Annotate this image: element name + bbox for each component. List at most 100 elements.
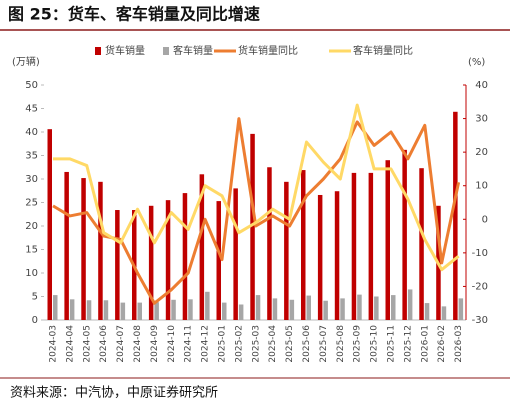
bar — [47, 129, 52, 320]
line — [52, 117, 461, 305]
x-tick-label: 2024-07 — [116, 325, 126, 363]
bar — [98, 181, 103, 320]
bar — [148, 205, 154, 320]
bar — [284, 181, 289, 320]
bar — [171, 299, 176, 320]
bar — [453, 111, 458, 320]
y-axis-label: (万辆) — [12, 55, 40, 68]
bar — [385, 160, 390, 320]
x-tick-label: 2024-10 — [167, 325, 177, 363]
legend-label: 货车销量同比 — [238, 44, 298, 57]
y-tick-label: 35 — [25, 151, 38, 162]
bar — [357, 294, 362, 320]
y-tick-label: 10 — [25, 268, 38, 279]
y2-tick-label: -20 — [472, 281, 488, 292]
x-tick-label: 2026-03 — [454, 325, 464, 363]
bar — [424, 303, 430, 320]
bar — [334, 191, 340, 320]
y2-tick-label: 40 — [475, 80, 488, 91]
legend-label: 客车销量同比 — [353, 44, 413, 57]
bar — [115, 210, 120, 320]
x-tick-label: 2026-02 — [437, 325, 447, 363]
bar — [86, 300, 92, 320]
bar — [306, 295, 311, 320]
source: 资料来源：中汽协，中原证券研究所 — [10, 385, 218, 401]
x-tick-label: 2025-12 — [403, 325, 413, 363]
bar — [222, 302, 227, 320]
x-tick-label: 2024-09 — [150, 325, 160, 363]
y2-tick-label: -30 — [472, 315, 488, 326]
bar — [81, 178, 86, 320]
legend-label: 客车销量 — [173, 44, 213, 57]
x-tick-label: 2024-05 — [82, 325, 92, 363]
bar — [419, 168, 424, 320]
y2-tick-label: 20 — [475, 147, 488, 158]
bar — [120, 302, 126, 320]
line — [53, 103, 460, 272]
bar — [301, 170, 306, 320]
bar — [233, 188, 238, 320]
x-tick-label: 2024-12 — [201, 325, 211, 363]
y-tick-label: 15 — [25, 245, 38, 256]
y-tick-label: 45 — [25, 104, 38, 115]
y-tick-label: 5 — [32, 292, 38, 303]
y-tick-label: 40 — [25, 127, 38, 138]
bar — [368, 172, 374, 320]
x-tick-label: 2025-03 — [251, 325, 261, 363]
bar — [458, 298, 464, 320]
x-tick-label: 2025-11 — [387, 325, 397, 363]
y2-tick-label: 10 — [475, 181, 488, 192]
x-tick-label: 2025-01 — [218, 325, 228, 363]
bar — [64, 171, 69, 320]
y-tick-label: 50 — [25, 80, 38, 91]
bar — [137, 302, 142, 320]
bar — [407, 289, 413, 320]
bar — [267, 167, 272, 320]
y-tick-label: 20 — [25, 221, 38, 232]
bar — [391, 295, 396, 320]
x-tick-label: 2024-08 — [133, 325, 143, 363]
legend-swatch — [163, 47, 169, 55]
x-tick-label: 2024-11 — [184, 325, 194, 363]
bar — [374, 296, 379, 320]
x-tick-label: 2025-10 — [370, 325, 380, 363]
bar — [238, 304, 244, 320]
bar — [182, 193, 188, 320]
x-tick-label: 2025-09 — [353, 325, 363, 363]
bar — [188, 299, 193, 320]
bar — [165, 200, 171, 320]
y2-tick-label: -10 — [472, 248, 488, 259]
y2-tick-label: 30 — [475, 114, 488, 125]
x-tick-label: 2025-08 — [336, 325, 346, 363]
x-tick-label: 2025-06 — [302, 325, 312, 363]
x-tick-label: 2024-06 — [99, 325, 109, 363]
y2-tick-label: 0 — [482, 214, 488, 225]
y2-axis-label: (%) — [468, 57, 485, 68]
bar — [351, 172, 357, 320]
x-tick-label: 2024-04 — [65, 325, 75, 363]
legend-swatch — [95, 47, 101, 55]
x-tick-label: 2025-02 — [234, 325, 244, 363]
bar — [250, 133, 255, 320]
x-tick-label: 2026-01 — [420, 325, 430, 363]
bar — [340, 298, 345, 320]
bar — [69, 299, 75, 320]
bar — [199, 174, 205, 320]
bar — [216, 201, 221, 320]
bar — [317, 194, 323, 320]
bar — [289, 299, 295, 320]
chart-title: 图 25：货车、客车销量及同比增速 — [8, 5, 260, 24]
bar — [441, 306, 447, 320]
bar — [255, 295, 261, 320]
y-tick-label: 30 — [25, 174, 38, 185]
bar — [103, 300, 109, 320]
x-tick-label: 2024-03 — [49, 325, 59, 363]
x-tick-label: 2025-04 — [268, 325, 278, 363]
bar — [402, 149, 407, 320]
y-tick-label: 0 — [32, 315, 38, 326]
bar — [323, 300, 328, 320]
x-tick-label: 2025-05 — [285, 325, 295, 363]
bar — [154, 302, 159, 320]
bar — [205, 291, 210, 320]
